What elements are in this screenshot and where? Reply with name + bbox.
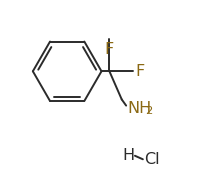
Text: 2: 2 [144,106,152,116]
Text: F: F [135,64,144,79]
Text: F: F [104,42,114,57]
Text: H: H [122,148,134,163]
Text: Cl: Cl [143,152,159,167]
Text: NH: NH [126,101,150,116]
